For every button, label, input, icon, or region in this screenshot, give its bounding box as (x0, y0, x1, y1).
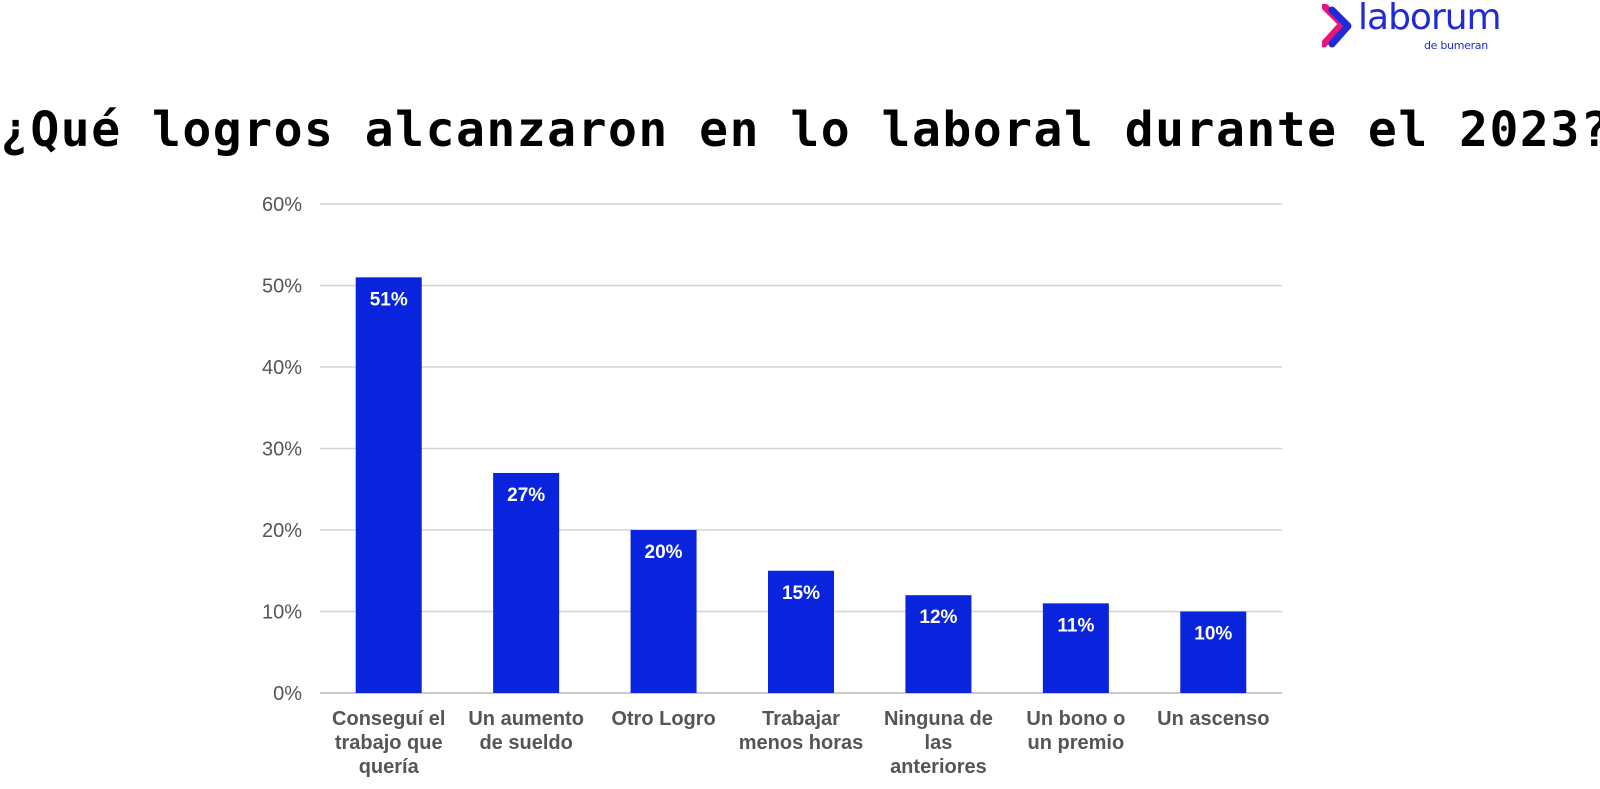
bar-value-label: 10% (1194, 624, 1232, 645)
bar-value-labels: 51% 27% 20% 15% 12% 11% 10% (370, 289, 1233, 644)
y-tick-label: 60% (262, 194, 302, 216)
x-tick-label: Ninguna de las anteriores (884, 708, 993, 778)
bar (630, 530, 697, 693)
bar-value-label: 20% (645, 542, 683, 563)
bars (355, 277, 1247, 693)
laborum-logo: laborum de bumeran (1322, 0, 1502, 54)
bar-value-label: 27% (507, 485, 545, 506)
y-tick-label: 40% (262, 357, 302, 379)
y-tick-label: 20% (262, 520, 302, 542)
x-tick-label: Un aumento de sueldo (468, 708, 584, 754)
logo-tagline: de bumeran (1424, 39, 1488, 52)
bar-value-label: 51% (370, 289, 408, 310)
bar-value-label: 15% (782, 583, 820, 604)
bar-value-label: 12% (919, 607, 957, 628)
x-tick-label: Trabajar menos horas (739, 708, 863, 754)
bar (1180, 611, 1247, 693)
x-axis-ticks: Conseguí el trabajo que quería Un aumento de… (332, 708, 1269, 778)
y-tick-label: 0% (273, 683, 302, 705)
y-tick-label: 50% (262, 276, 302, 298)
x-tick-label: Un bono o un premio (1026, 708, 1125, 754)
bar (493, 472, 560, 693)
bar (768, 570, 834, 693)
bar-value-label: 11% (1057, 615, 1094, 636)
logo-wordmark: laborum (1358, 0, 1502, 38)
chart-title: ¿Qué logros alcanzaron en lo laboral dur… (0, 102, 1600, 158)
x-tick-label: Otro Logro (611, 708, 715, 730)
x-tick-label: Un ascenso (1157, 708, 1269, 730)
y-axis-ticks: 0% 10% 20% 30% 40% 50% 60% (262, 194, 302, 705)
y-tick-label: 30% (262, 439, 302, 461)
logo-chevron-icon (1322, 4, 1352, 48)
x-tick-label: Conseguí el trabajo que quería (332, 708, 445, 778)
bar (355, 277, 422, 693)
y-tick-label: 10% (262, 602, 302, 624)
bar (1042, 603, 1109, 693)
bar (905, 595, 972, 693)
